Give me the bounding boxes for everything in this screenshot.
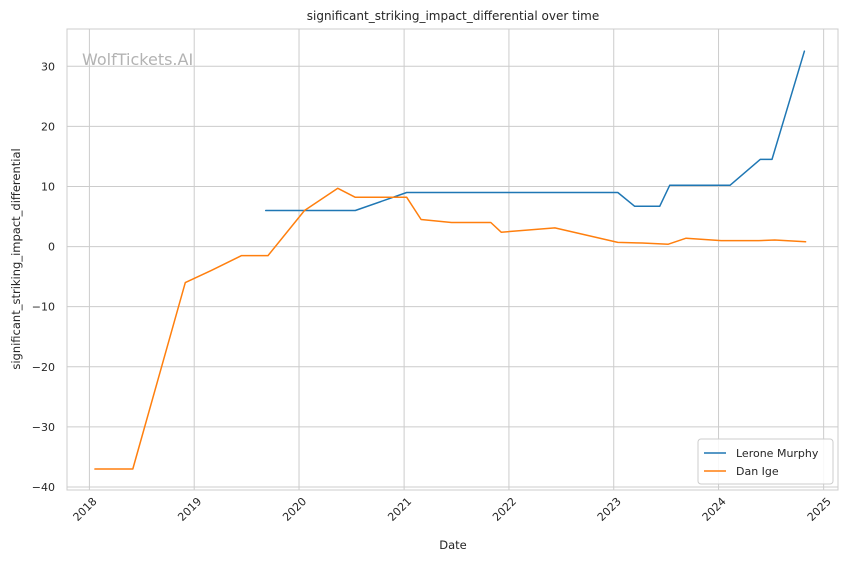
- legend: Lerone Murphy Dan Ige: [697, 438, 834, 485]
- legend-label: Dan Ige: [736, 465, 779, 478]
- y-axis-ticks: 30 20 10 0 −10 −20 −30 −40: [32, 60, 55, 494]
- y-tick-label: −30: [32, 421, 55, 434]
- x-tick-label: 2025: [805, 495, 834, 524]
- y-axis-label: significant_striking_impact_differential: [9, 148, 23, 369]
- watermark-text: WolfTickets.AI: [82, 50, 193, 69]
- y-tick-label: −40: [32, 481, 55, 494]
- legend-label: Lerone Murphy: [736, 447, 819, 460]
- y-tick-label: −10: [32, 301, 55, 314]
- series-line-2: [94, 187, 807, 470]
- plot-area: [66, 28, 839, 491]
- plot-background: [67, 29, 838, 490]
- chart-title: significant_striking_impact_differential…: [307, 9, 599, 23]
- x-tick-label: 2024: [700, 495, 729, 524]
- x-axis-ticks: 2018 2019 2020 2021 2022 2023 2024 2025: [71, 495, 834, 524]
- x-tick-label: 2023: [595, 495, 624, 524]
- y-tick-label: 30: [41, 60, 55, 73]
- x-tick-label: 2020: [280, 495, 309, 524]
- y-tick-label: 10: [41, 180, 55, 193]
- y-tick-label: −20: [32, 361, 55, 374]
- x-tick-label: 2018: [71, 495, 100, 524]
- plot-frame: [66, 28, 839, 491]
- x-axis-label: Date: [439, 538, 467, 552]
- series-line-1: [264, 50, 806, 212]
- legend-box: [697, 438, 834, 485]
- y-tick-label: 0: [48, 241, 55, 254]
- x-tick-label: 2021: [385, 495, 414, 524]
- series-layer: [94, 50, 807, 470]
- y-tick-label: 20: [41, 120, 55, 133]
- x-tick-label: 2022: [490, 495, 519, 524]
- grid-lines: [67, 29, 838, 490]
- x-tick-label: 2019: [175, 495, 204, 524]
